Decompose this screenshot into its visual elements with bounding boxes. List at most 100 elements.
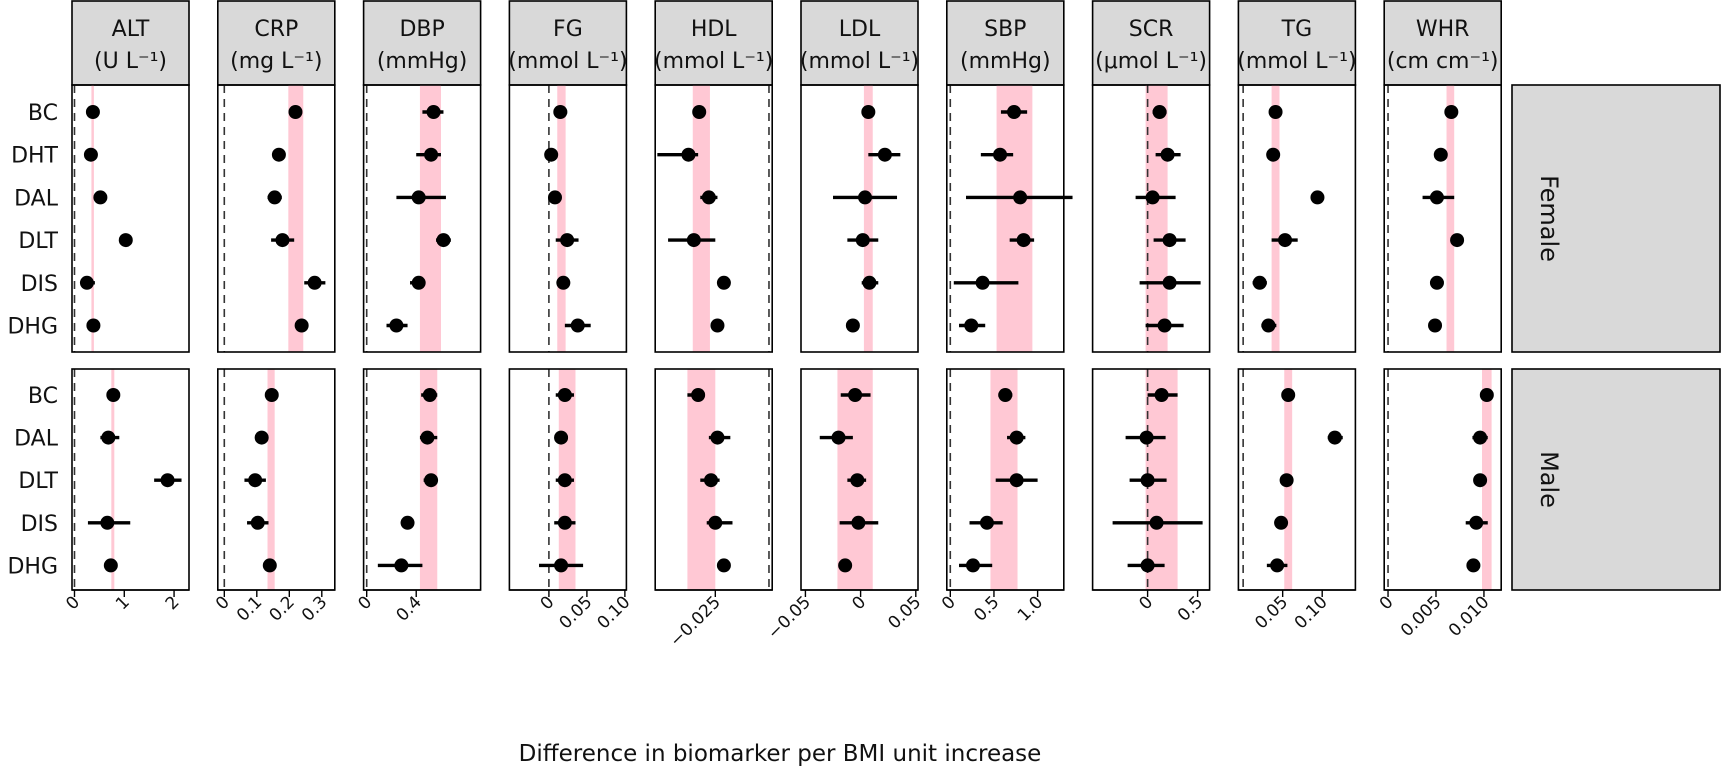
panel-unit: (mmol L⁻¹) — [1237, 49, 1356, 74]
estimate-point — [979, 515, 994, 530]
panel-unit: (μmol L⁻¹) — [1095, 49, 1207, 74]
x-tick-label: 0.5 — [1174, 592, 1207, 625]
estimate-point — [716, 558, 731, 573]
group-strip — [1511, 368, 1721, 591]
x-tick-label: 0 — [848, 592, 870, 614]
estimate-point — [704, 473, 719, 488]
estimate-point — [118, 233, 133, 248]
estimate-point — [1479, 388, 1494, 402]
estimate-point — [845, 318, 860, 333]
estimate-point — [1428, 318, 1443, 333]
row-label: DLT — [18, 229, 58, 254]
row-label: DHT — [11, 144, 58, 169]
estimate-point — [1450, 233, 1465, 248]
panel-unit: (mmol L⁻¹) — [654, 49, 773, 74]
x-tick-label: 0.005 — [1397, 592, 1446, 641]
estimate-point — [964, 318, 979, 333]
x-tick-label: 0 — [938, 592, 960, 614]
panel-unit: (mmol L⁻¹) — [800, 49, 919, 74]
estimate-point — [1157, 318, 1172, 333]
panel-unit: (mg L⁻¹) — [230, 49, 322, 74]
estimate-point — [681, 147, 696, 162]
estimate-point — [862, 275, 877, 290]
estimate-point — [1162, 275, 1177, 290]
estimate-point — [1268, 105, 1283, 119]
estimate-point — [858, 190, 873, 205]
estimate-point — [93, 190, 108, 205]
panel-frame — [217, 84, 336, 353]
estimate-point — [965, 558, 980, 573]
estimate-point — [85, 105, 100, 119]
estimate-point — [1429, 275, 1444, 290]
panel-title: ALT — [112, 17, 150, 42]
estimate-point — [554, 558, 569, 573]
estimate-point — [1278, 233, 1293, 248]
estimate-point — [1429, 190, 1444, 205]
panel-unit: (cm cm⁻¹) — [1387, 49, 1499, 74]
row-label: DIS — [21, 272, 58, 297]
estimate-point — [307, 275, 322, 290]
x-tick-label: 0 — [1135, 592, 1157, 614]
estimate-point — [160, 473, 175, 488]
panel-strip — [217, 0, 336, 86]
group-label: Female — [1535, 175, 1563, 262]
overall-estimate-band — [1271, 85, 1280, 352]
estimate-point — [1310, 190, 1325, 205]
estimate-point — [851, 515, 866, 530]
estimate-point — [560, 233, 575, 248]
estimate-point — [831, 430, 846, 445]
estimate-point — [1007, 105, 1022, 119]
panel-title: LDL — [839, 17, 881, 42]
panel-title: FG — [553, 17, 583, 42]
estimate-point — [101, 430, 116, 445]
panel-strip — [945, 0, 1065, 86]
estimate-point — [708, 515, 723, 530]
x-tick-label: 0 — [354, 592, 376, 614]
estimate-point — [554, 430, 569, 445]
panel-frame — [217, 368, 336, 591]
panel-frame — [654, 84, 774, 353]
row-label: DAL — [14, 186, 59, 211]
row-label: DHG — [7, 315, 58, 340]
panel-title: DBP — [399, 17, 444, 42]
estimate-point — [100, 515, 115, 530]
estimate-point — [710, 318, 725, 333]
estimate-point — [838, 558, 853, 573]
panel-title: HDL — [691, 17, 737, 42]
x-tick-label: −0.025 — [666, 592, 725, 651]
overall-estimate-band — [1446, 85, 1455, 352]
x-axis-label: Difference in biomarker per BMI unit inc… — [519, 741, 1042, 767]
estimate-point — [1140, 473, 1155, 488]
estimate-point — [1473, 430, 1488, 445]
estimate-point — [547, 190, 562, 205]
estimate-point — [993, 147, 1008, 162]
estimate-point — [1270, 558, 1285, 573]
estimate-point — [411, 275, 426, 290]
overall-estimate-band — [692, 85, 710, 352]
estimate-point — [1162, 233, 1177, 248]
estimate-point — [1140, 558, 1155, 573]
estimate-point — [254, 430, 269, 445]
estimate-point — [1009, 473, 1024, 488]
panel-frame — [71, 84, 190, 353]
overall-estimate-band — [996, 85, 1033, 352]
estimate-point — [288, 105, 303, 119]
panel-title: TG — [1281, 17, 1313, 42]
x-tick-label: 0 — [537, 592, 559, 614]
panel-unit: (mmol L⁻¹) — [508, 49, 627, 74]
estimate-point — [877, 147, 892, 162]
panel-title: SBP — [984, 17, 1026, 42]
panel-title: WHR — [1416, 17, 1470, 42]
estimate-point — [422, 388, 437, 402]
estimate-point — [1274, 515, 1289, 530]
estimate-point — [1473, 473, 1488, 488]
estimate-point — [248, 473, 263, 488]
panel-frame — [508, 84, 628, 353]
panel-unit: (mmHg) — [377, 49, 468, 74]
x-tick-label: 0.05 — [556, 592, 597, 633]
estimate-point — [294, 318, 309, 333]
estimate-point — [436, 233, 451, 248]
overall-estimate-band — [1145, 85, 1168, 352]
estimate-point — [424, 147, 439, 162]
row-label: BC — [28, 384, 58, 409]
